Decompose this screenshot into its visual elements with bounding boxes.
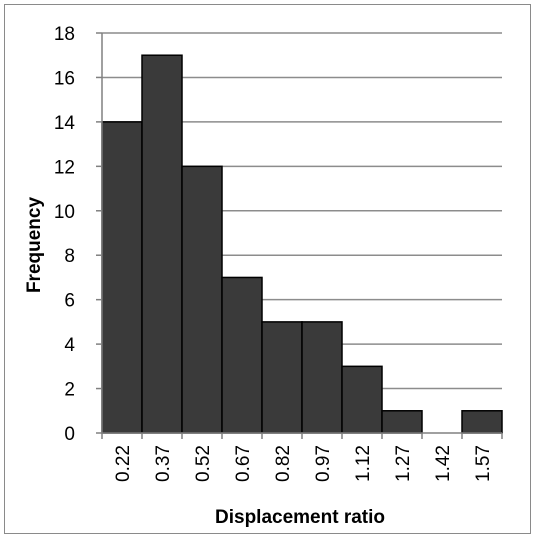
y-axis-title: Frequency: [24, 197, 45, 294]
y-tick-labels: 0 2 4 6 8 10 12 14 16 18: [54, 24, 76, 445]
bar-0.67: [221, 276, 263, 434]
x-tick-label: 0.97: [313, 445, 334, 482]
x-tick-label: 1.12: [353, 445, 374, 482]
y-tick-label: 10: [54, 202, 75, 223]
bars: [101, 54, 503, 434]
bar-0.37: [141, 54, 183, 434]
x-tick-label: 0.22: [113, 445, 134, 482]
x-tick-label: 0.82: [273, 445, 294, 482]
y-tick-label: 6: [64, 291, 75, 312]
y-tick-label: 14: [54, 113, 76, 134]
bar-1.12: [341, 365, 383, 434]
x-tick-label: 0.67: [233, 445, 254, 482]
bar-0.97: [301, 321, 343, 434]
y-tick-label: 18: [54, 24, 75, 45]
bar-0.22: [101, 121, 143, 434]
y-tick-label: 16: [54, 68, 75, 89]
x-tick-label: 0.37: [153, 445, 174, 482]
y-tick-label: 0: [64, 424, 75, 445]
x-tick-label: 1.27: [393, 445, 414, 482]
chart-frame: [4, 4, 531, 534]
x-axis-title: Displacement ratio: [215, 507, 385, 528]
y-tick-label: 2: [64, 380, 75, 401]
axes: [96, 32, 503, 439]
x-tick-label: 0.52: [193, 445, 214, 482]
y-tick-label: 8: [64, 246, 75, 267]
bar-1.57: [461, 410, 503, 434]
bar-1.27: [381, 410, 423, 434]
x-tick-label: 1.42: [433, 445, 454, 482]
bar-0.52: [181, 165, 223, 434]
x-tick-label: 1.57: [473, 445, 494, 482]
bar-0.82: [261, 321, 303, 434]
y-tick-label: 12: [54, 157, 75, 178]
x-tick-labels: 0.22 0.37 0.52 0.67 0.82 0.97 1.12 1.27 1.42 1.57: [113, 445, 494, 482]
y-tick-label: 4: [64, 335, 75, 356]
